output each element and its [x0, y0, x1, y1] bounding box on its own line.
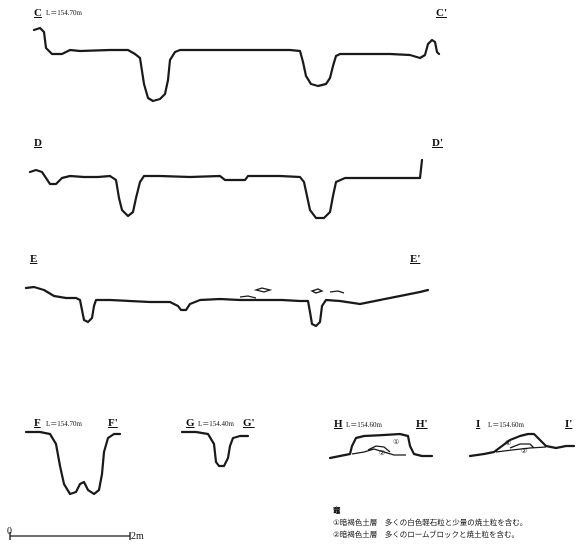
profile-D — [28, 158, 424, 220]
label-I-level: L＝154.60m — [488, 421, 524, 429]
label-G-level: L＝154.40m — [198, 420, 234, 428]
layer-mark-H-2: ② — [379, 449, 386, 457]
label-F-level: L＝154.70m — [46, 420, 82, 428]
profile-H-layers — [351, 445, 406, 456]
label-F-end: F' — [108, 417, 118, 429]
label-C-level: L＝154.70m — [46, 9, 82, 17]
profile-C — [32, 26, 441, 103]
label-H-start: H — [334, 418, 343, 430]
profile-I — [468, 432, 576, 458]
label-I-end: I' — [565, 418, 573, 430]
legend-item-1: ①暗褐色土層 多くの白色軽石粒と少量の焼土粒を含む。 — [333, 518, 528, 527]
label-F-start: F — [34, 417, 41, 429]
scale-end-label: 2m — [131, 531, 144, 542]
legend-header: 竈 — [333, 506, 341, 515]
label-G-start: G — [186, 417, 195, 429]
label-H-level: L＝154.60m — [346, 421, 382, 429]
label-H-end: H' — [416, 418, 428, 430]
profile-E — [24, 285, 430, 328]
profile-H — [328, 432, 434, 460]
label-C-end: C' — [436, 7, 447, 19]
label-C-start: C — [34, 7, 42, 19]
legend: 竈 ①暗褐色土層 多くの白色軽石粒と少量の焼土粒を含む。 ②暗褐色土層 多くのロ… — [333, 505, 527, 541]
profile-E-marks — [239, 287, 345, 299]
scale-start-label: 0 — [7, 526, 12, 537]
profile-G — [180, 430, 250, 468]
legend-item-2: ②暗褐色土層 多くのロームブロックと焼土粒を含む。 — [333, 530, 520, 539]
label-D-end: D' — [432, 137, 443, 149]
profile-F — [24, 430, 122, 496]
label-E-end: E' — [410, 253, 421, 265]
label-E-start: E — [30, 253, 38, 265]
scale-bar — [9, 532, 131, 540]
label-G-end: G' — [243, 417, 255, 429]
layer-mark-H-1: ① — [393, 438, 400, 446]
label-D-start: D — [34, 137, 42, 149]
layer-mark-I-1: ① — [505, 439, 512, 447]
label-I-start: I — [476, 418, 481, 430]
profile-I-layers — [495, 443, 547, 453]
layer-mark-I-2: ② — [521, 447, 528, 455]
